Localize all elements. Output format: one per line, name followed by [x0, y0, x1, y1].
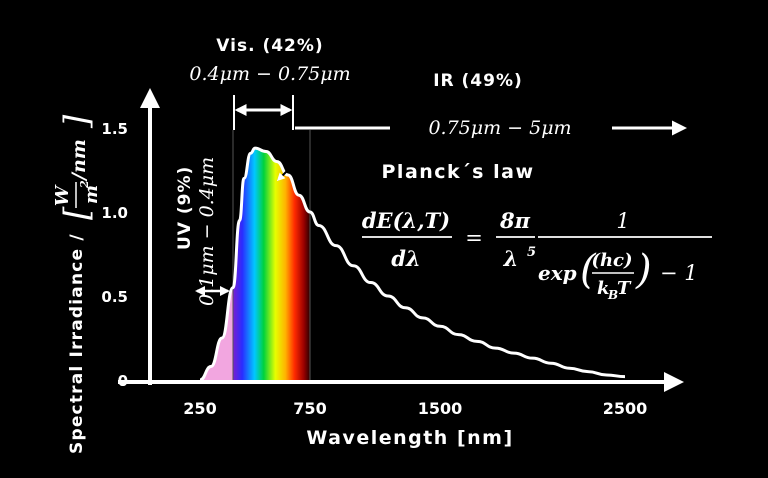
- formula-coef-numerator: 8π: [499, 208, 531, 233]
- formula-coef-denominator: λ: [503, 246, 519, 271]
- planck-law-title: Planck´s law: [382, 161, 535, 183]
- uv-region-label: UV (9%): [175, 166, 195, 250]
- y-axis-unit-numerator: W: [52, 184, 73, 206]
- formula-minus-one: − 1: [660, 261, 698, 285]
- y-tick-label: 0.5: [101, 288, 128, 306]
- formula-lhs-denominator: dλ: [391, 246, 420, 271]
- formula-kbt-k: k: [597, 278, 609, 299]
- formula-coef-exponent: 5: [527, 245, 536, 260]
- vis-range-label: 0.4μm − 0.75μm: [189, 63, 350, 85]
- formula-paren-close: ): [635, 247, 652, 293]
- y-axis-unit-exponent: 2: [78, 180, 91, 189]
- formula-lhs-numerator: dE(λ,T): [362, 208, 450, 233]
- irradiance-curve: [199, 146, 626, 382]
- y-tick-label: 1.5: [101, 120, 128, 138]
- formula-paren-open: (: [580, 247, 597, 293]
- x-axis-label: Wavelength [nm]: [306, 427, 513, 449]
- x-tick-labels: 250 750 1500 2500: [183, 399, 647, 418]
- uv-annotation: UV (9%) 0.1μm − 0.4μm: [175, 157, 218, 306]
- formula-rhs-numerator: 1: [616, 209, 629, 233]
- x-tick-label: 1500: [418, 399, 463, 418]
- y-tick-label: 0: [118, 372, 128, 390]
- x-tick-label: 250: [183, 399, 216, 418]
- peak-pointer-arrow: [276, 165, 293, 182]
- y-tick-label: 1.0: [101, 204, 128, 222]
- formula-hc: (hc): [591, 250, 632, 271]
- y-tick-labels: 0 0.5 1.0 1.5: [101, 120, 128, 390]
- y-axis-unit-denominator: m: [81, 185, 102, 204]
- vis-region-label: Vis. (42%): [216, 36, 323, 56]
- x-tick-label: 2500: [603, 399, 648, 418]
- formula-kbt-t: T: [617, 278, 632, 299]
- formula-exp-word: exp: [538, 261, 577, 285]
- y-axis-unit-bracket-open: [: [57, 206, 97, 220]
- y-axis-unit-bracket-close: ]: [57, 114, 97, 129]
- formula-kbt-sub: B: [607, 288, 618, 302]
- ir-range-label: 0.75μm − 5μm: [428, 117, 571, 139]
- ir-region-label: IR (49%): [433, 71, 523, 91]
- y-axis-label-text: Spectral Irradiance /: [67, 233, 87, 454]
- y-axis-label: Spectral Irradiance / [ W m 2 /nm ]: [52, 114, 102, 454]
- y-axis-unit-tail: /nm: [68, 139, 90, 182]
- x-tick-label: 750: [293, 399, 326, 418]
- visible-region-fill: [233, 148, 310, 380]
- formula-equals: =: [465, 226, 483, 250]
- planck-formula: dE(λ,T) dλ = 8π λ 5 1 exp ( (hc) k B T )…: [362, 208, 712, 302]
- uv-range-label: 0.1μm − 0.4μm: [196, 157, 218, 306]
